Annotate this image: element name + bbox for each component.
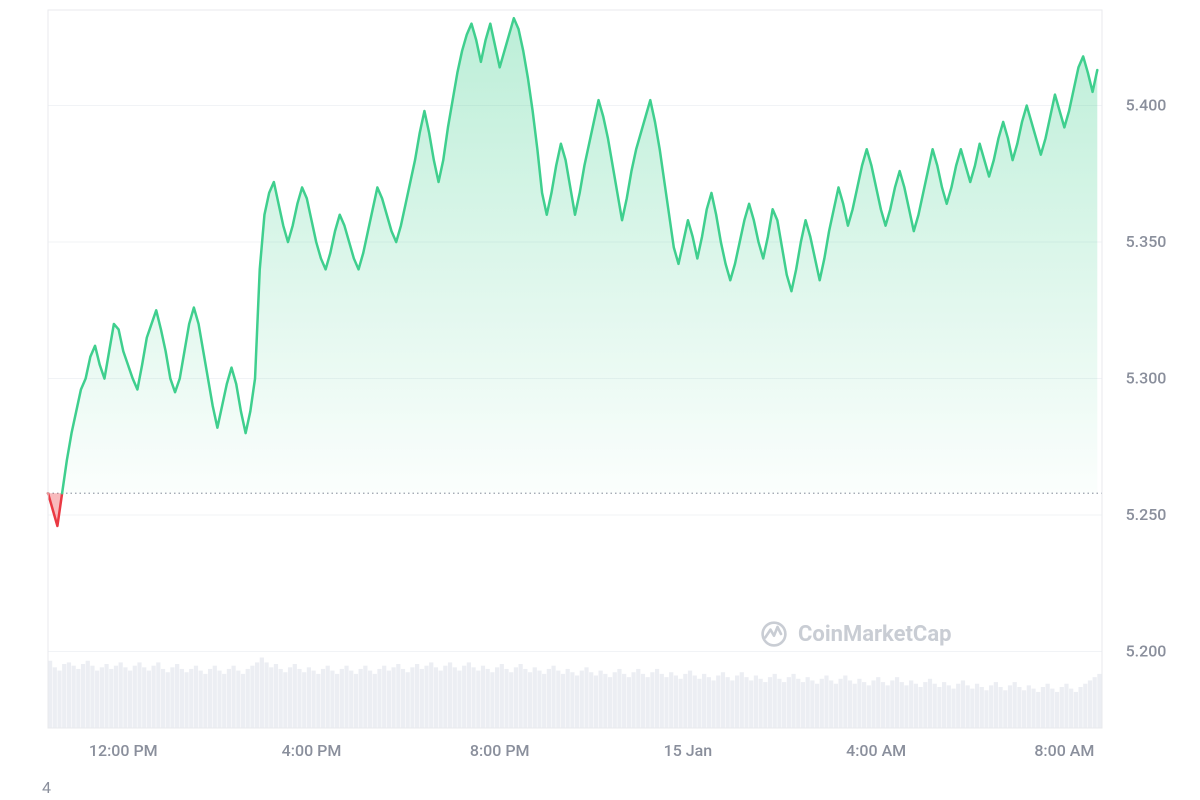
- svg-text:15 Jan: 15 Jan: [664, 741, 713, 760]
- watermark: CoinMarketCap: [760, 620, 951, 648]
- svg-text:8:00 AM: 8:00 AM: [1034, 741, 1094, 760]
- chart-canvas: 5.200 5.250 5.300 5.350 5.400 12:00 PM 4:00 PM…: [0, 0, 1200, 800]
- svg-text:5.200: 5.200: [1126, 642, 1167, 661]
- price-chart: 5.200 5.250 5.300 5.350 5.400 12:00 PM 4:00 PM…: [0, 0, 1200, 800]
- svg-text:5.400: 5.400: [1126, 96, 1167, 115]
- svg-text:5.300: 5.300: [1126, 369, 1167, 388]
- svg-text:4:00 PM: 4:00 PM: [282, 741, 342, 760]
- svg-text:5.350: 5.350: [1126, 232, 1167, 251]
- coinmarketcap-logo-icon: [760, 620, 788, 648]
- svg-text:8:00 PM: 8:00 PM: [470, 741, 530, 760]
- corner-label: 4: [42, 778, 51, 797]
- svg-text:4:00 AM: 4:00 AM: [846, 741, 906, 760]
- svg-text:12:00 PM: 12:00 PM: [89, 741, 158, 760]
- svg-text:5.250: 5.250: [1126, 505, 1167, 524]
- watermark-text: CoinMarketCap: [798, 622, 951, 647]
